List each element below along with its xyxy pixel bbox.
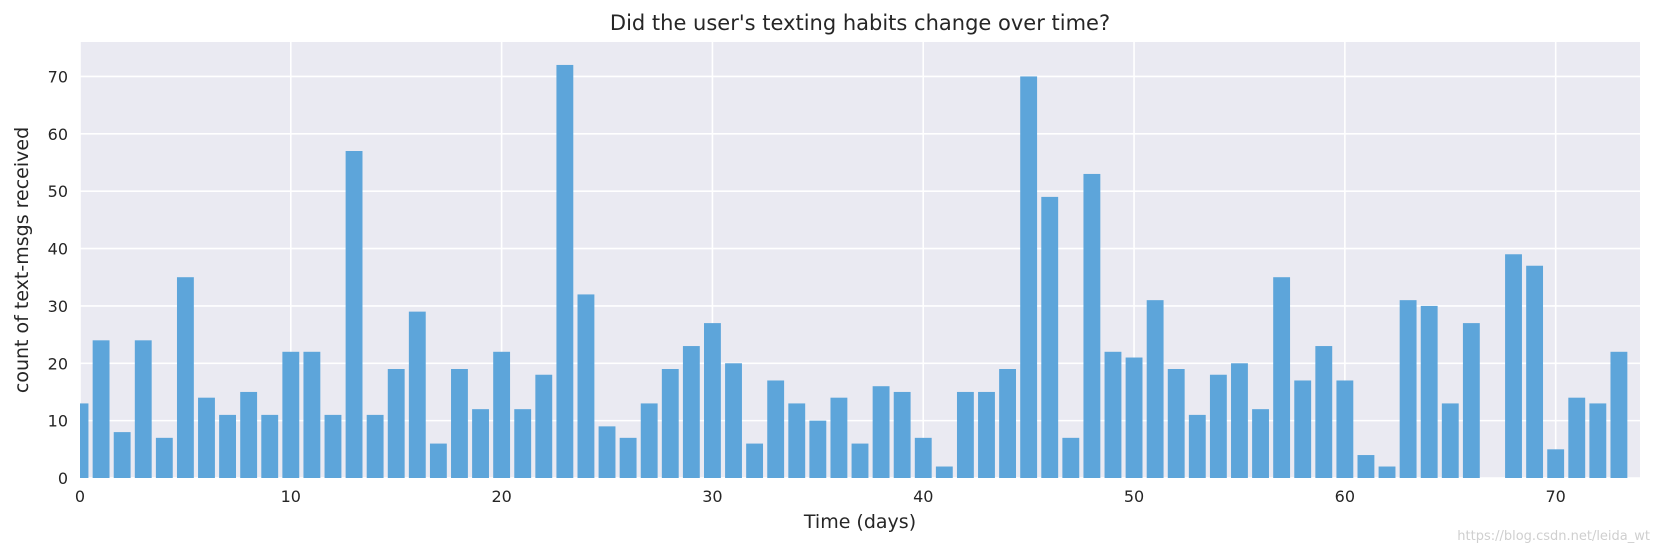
bar [619,437,637,478]
bar [1252,409,1269,478]
bar [219,414,236,478]
bar [872,386,890,478]
bar [1378,466,1396,478]
bar [1125,357,1143,478]
bar [1104,351,1122,478]
bar [176,277,194,478]
bar [113,432,131,478]
bar [1568,397,1586,478]
y-tick-label: 30 [48,297,68,316]
bar [472,409,489,478]
bar [198,397,215,478]
bar [704,323,721,478]
x-tick-label: 50 [1124,487,1144,506]
bar [1399,300,1417,478]
bar [1357,455,1375,478]
bar [535,374,553,478]
bar [978,391,995,478]
y-tick-label: 70 [48,67,68,86]
bar [155,437,173,478]
y-tick-label: 50 [48,182,68,201]
x-axis-ticks: 0 10 20 30 40 50 60 70 [75,487,1566,506]
bar [1420,305,1438,478]
bar [577,294,595,478]
bar [956,391,974,478]
bar [1505,254,1522,478]
x-tick-label: 10 [281,487,301,506]
x-tick-label: 40 [913,487,933,506]
bar [809,420,827,478]
bar [324,414,342,478]
bar [1441,403,1459,478]
y-tick-label: 40 [48,240,68,259]
plot-area [80,42,1640,478]
watermark-text: https://blog.csdn.net/leida_wt [1457,529,1650,544]
bar [1589,403,1607,478]
bar [1020,76,1038,478]
bar [303,351,321,478]
bar [429,443,447,478]
bar [830,397,848,478]
bar [493,351,511,478]
bar [451,369,468,478]
bar [92,340,110,478]
bar [999,369,1016,478]
bar [1315,346,1333,478]
bar [240,391,258,478]
bar [1526,265,1544,478]
y-tick-label: 10 [48,412,68,431]
bar [387,369,405,478]
bar [1062,437,1080,478]
bar [1273,277,1291,478]
bar [1610,351,1628,478]
x-tick-label: 0 [75,487,85,506]
bar [598,426,616,478]
x-tick-label: 20 [491,487,511,506]
y-tick-label: 20 [48,354,68,373]
bar [935,466,953,478]
bar [261,414,279,478]
x-tick-label: 60 [1335,487,1355,506]
bar [1167,369,1185,478]
bar [1547,449,1565,478]
bar [556,64,574,478]
bar [1083,173,1101,478]
bar [725,363,742,478]
bar [1336,380,1354,478]
bar [80,403,89,478]
bar [1209,374,1227,478]
x-tick-label: 30 [702,487,722,506]
bar [282,351,300,478]
y-tick-label: 60 [48,125,68,144]
bar [767,380,785,478]
bar [514,409,532,478]
x-tick-label: 70 [1545,487,1565,506]
bar [661,369,679,478]
bar [746,443,764,478]
bar [134,340,152,478]
chart-title: Did the user's texting habits change ove… [610,11,1110,35]
bar [1231,363,1248,478]
bars [80,64,1628,478]
bar [1462,323,1480,478]
bar [851,443,869,478]
x-axis-label: Time (days) [803,511,916,533]
y-axis-label: count of text-msgs received [11,127,33,393]
bar [914,437,932,478]
bar [682,346,700,478]
y-axis-ticks: 0 10 20 30 40 50 60 70 [48,67,68,488]
bar [366,414,384,478]
bar [1041,196,1059,478]
bar [408,311,426,478]
bar [788,403,806,478]
bar [893,391,911,478]
y-tick-label: 0 [58,469,68,488]
bar [1294,380,1312,478]
bar [640,403,658,478]
bar [345,151,363,478]
bar [1146,300,1164,478]
bar [1188,414,1206,478]
